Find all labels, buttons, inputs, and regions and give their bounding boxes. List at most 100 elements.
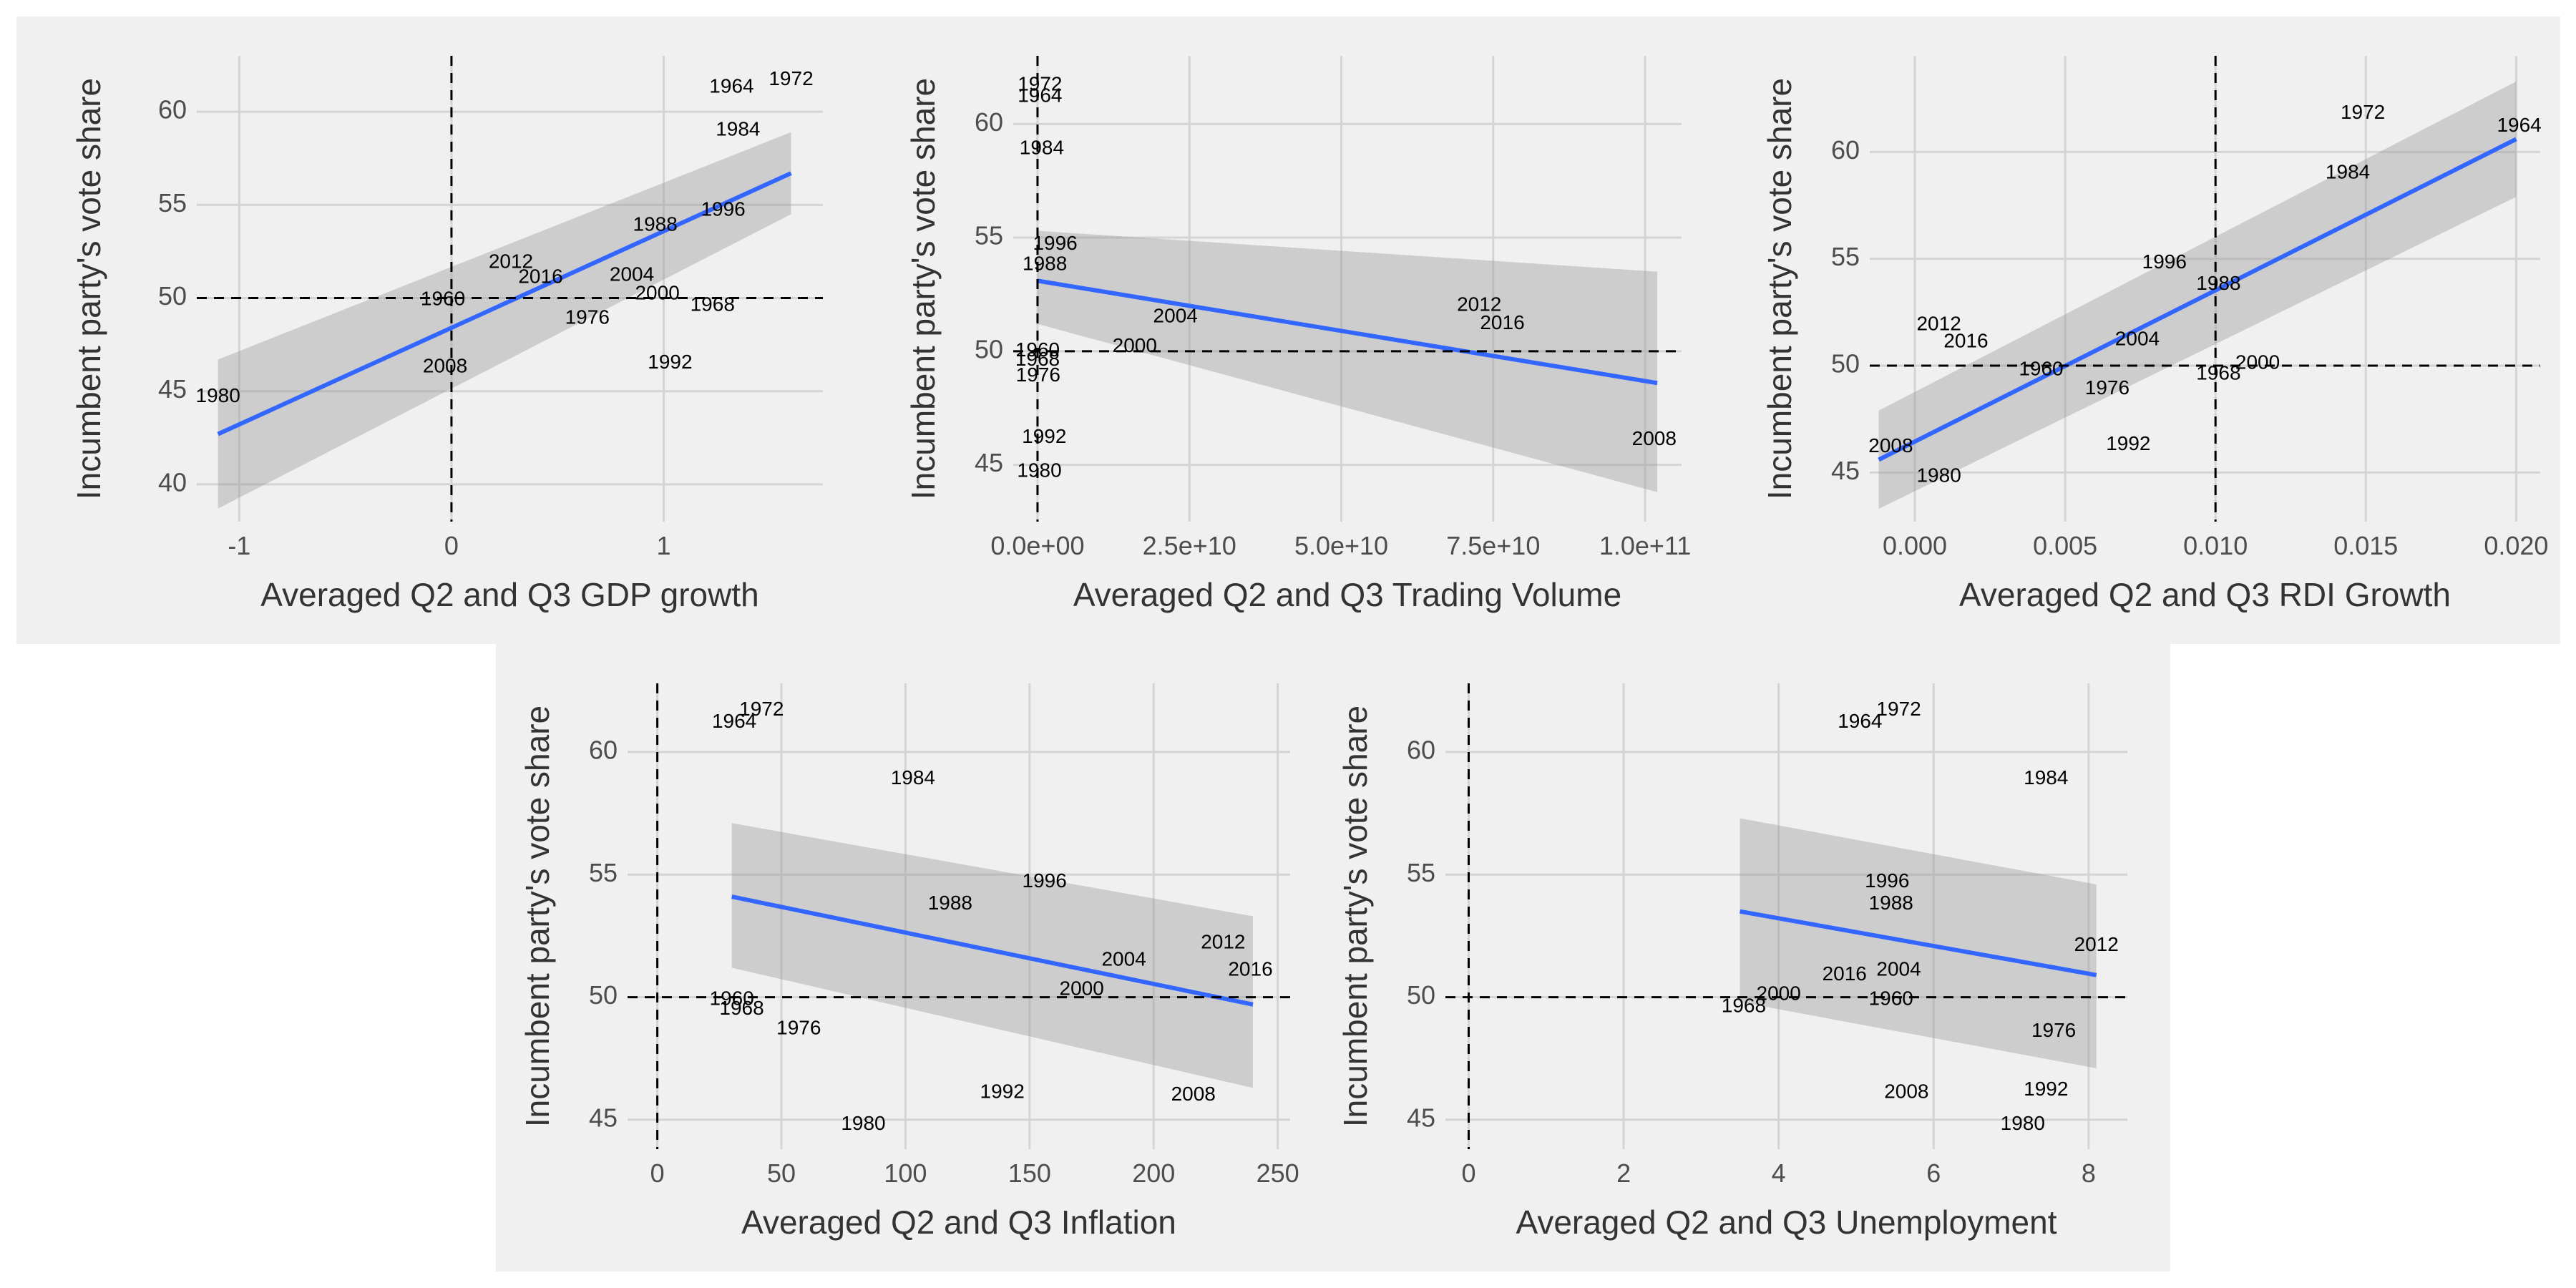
point-label: 2012 — [1201, 931, 1245, 953]
y-axis-title: Incumbent party's vote share — [1761, 78, 1798, 499]
point-label: 1988 — [2196, 272, 2240, 294]
point-label: 1960 — [2019, 357, 2063, 379]
point-label: 1984 — [716, 118, 760, 140]
x-tick-label: 6 — [1926, 1158, 1941, 1188]
point-label: 1984 — [2326, 161, 2370, 183]
point-label: 1964 — [1838, 710, 1882, 732]
point-label: 2012 — [1916, 313, 1961, 335]
point-label: 1976 — [565, 306, 610, 328]
point-label: 1972 — [739, 698, 784, 720]
point-label: 1992 — [980, 1080, 1025, 1103]
x-tick-label: 150 — [1008, 1158, 1051, 1188]
x-tick-label: 0.000 — [1883, 531, 1947, 560]
y-tick-label: 45 — [589, 1103, 618, 1132]
y-axis-title: Incumbent party's vote share — [519, 706, 556, 1127]
x-tick-label: 5.0e+10 — [1294, 531, 1388, 560]
point-label: 2008 — [1171, 1083, 1216, 1105]
y-tick-label: 55 — [1831, 242, 1860, 271]
point-label: 1976 — [2031, 1019, 2076, 1041]
x-tick-label: 0.020 — [2484, 531, 2548, 560]
x-axis-title: Averaged Q2 and Q3 Inflation — [741, 1204, 1176, 1241]
x-axis-title: Averaged Q2 and Q3 GDP growth — [260, 576, 758, 613]
point-label: 2012 — [2074, 933, 2119, 955]
regression-line — [1739, 909, 2097, 977]
y-tick-label: 55 — [158, 188, 187, 218]
point-label: 1984 — [891, 766, 935, 789]
point-label: 2016 — [1823, 962, 1867, 985]
point-label: 1996 — [2142, 250, 2187, 273]
point-label: 1988 — [633, 213, 678, 235]
x-tick-label: 250 — [1257, 1158, 1299, 1188]
regression-line — [217, 171, 792, 436]
confidence-band — [218, 132, 791, 509]
point-label: 2016 — [1480, 311, 1524, 333]
y-tick-label: 55 — [975, 221, 1003, 250]
point-label: 1964 — [712, 710, 756, 732]
point-label: 1960 — [1015, 338, 1060, 361]
point-label: 1972 — [1876, 698, 1921, 720]
y-tick-label: 50 — [1407, 980, 1435, 1010]
regression-line — [731, 894, 1254, 1007]
x-tick-label: 0.015 — [2333, 531, 2398, 560]
y-tick-label: 45 — [158, 374, 187, 404]
point-label: 1964 — [2497, 114, 2541, 136]
point-label: 2004 — [1101, 948, 1146, 970]
x-tick-label: 200 — [1132, 1158, 1175, 1188]
y-tick-label: 50 — [158, 281, 187, 311]
point-label: 1996 — [1865, 869, 1909, 892]
bottom-panel-row — [496, 644, 2170, 1272]
confidence-band — [1878, 81, 2517, 509]
y-tick-label: 50 — [975, 334, 1003, 364]
point-label: 1976 — [1016, 364, 1060, 386]
point-label: 2000 — [1060, 977, 1104, 1000]
point-label: 2000 — [635, 282, 679, 304]
y-tick-label: 55 — [1407, 858, 1435, 887]
regression-line — [1037, 278, 1658, 386]
point-label: 1988 — [1869, 892, 1913, 914]
point-label: 1992 — [1022, 425, 1066, 447]
point-label: 1980 — [1017, 459, 1061, 482]
point-label: 1976 — [776, 1017, 821, 1039]
point-label: 1984 — [1020, 137, 1064, 159]
y-tick-label: 60 — [975, 107, 1003, 137]
point-label: 1972 — [769, 67, 813, 89]
y-tick-label: 60 — [1407, 735, 1435, 764]
point-label: 1984 — [2024, 766, 2068, 789]
y-tick-label: 45 — [1831, 456, 1860, 485]
point-label: 2004 — [2115, 328, 2160, 350]
y-tick-label: 50 — [589, 980, 618, 1010]
inflation-scatter-panel: 1972196419841996198820042012201620001960… — [519, 683, 1299, 1241]
point-label: 1968 — [1015, 348, 1060, 370]
point-label: 1996 — [1033, 232, 1077, 254]
point-label: 2008 — [1884, 1080, 1928, 1103]
point-label: 1992 — [648, 351, 692, 373]
x-tick-label: 1 — [657, 531, 671, 560]
y-axis-title: Incumbent party's vote share — [1337, 706, 1374, 1127]
y-tick-label: 45 — [1407, 1103, 1435, 1132]
point-label: 2000 — [1757, 982, 1801, 1005]
point-label: 1968 — [719, 997, 763, 1019]
x-tick-label: 100 — [884, 1158, 927, 1188]
x-tick-label: 0.0e+00 — [990, 531, 1084, 560]
x-tick-label: 2.5e+10 — [1143, 531, 1236, 560]
confidence-band — [731, 823, 1253, 1088]
x-tick-label: 0 — [444, 531, 459, 560]
x-tick-label: 1.0e+11 — [1599, 531, 1691, 560]
point-label: 1960 — [710, 987, 754, 1009]
point-label: 1992 — [2024, 1078, 2068, 1100]
point-label: 1960 — [421, 288, 465, 310]
x-tick-label: 0 — [1461, 1158, 1475, 1188]
x-tick-label: 7.5e+10 — [1446, 531, 1540, 560]
point-label: 1980 — [2001, 1112, 2045, 1134]
point-label: 1968 — [691, 293, 735, 315]
x-tick-label: 0 — [650, 1158, 665, 1188]
y-tick-label: 60 — [589, 735, 618, 764]
point-label: 1992 — [2106, 432, 2150, 454]
confidence-band — [1037, 230, 1658, 492]
point-label: 2016 — [518, 265, 562, 287]
point-label: 2008 — [1868, 434, 1913, 457]
y-tick-label: 40 — [158, 467, 187, 497]
